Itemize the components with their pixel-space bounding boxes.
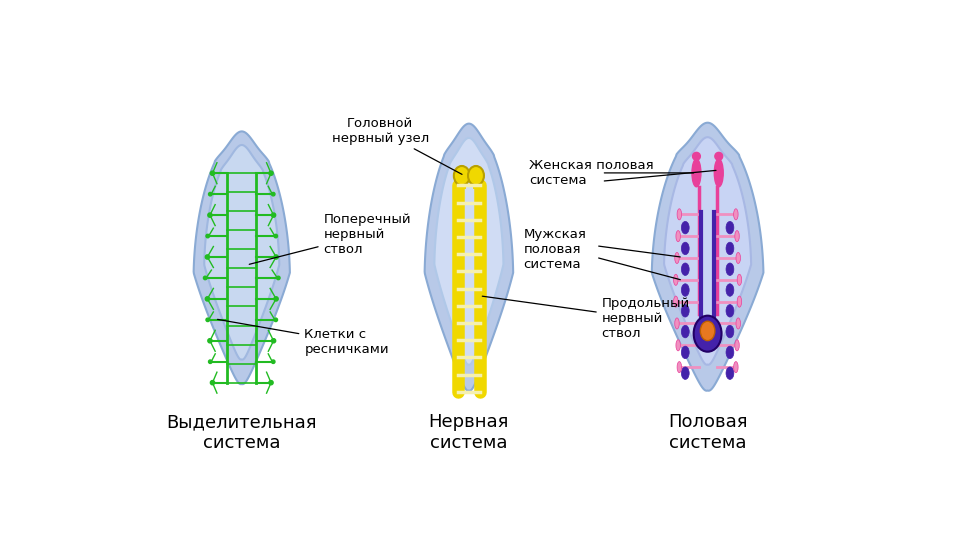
Ellipse shape (733, 209, 738, 220)
Ellipse shape (701, 321, 715, 341)
Circle shape (274, 255, 278, 259)
Circle shape (692, 152, 701, 160)
Ellipse shape (726, 367, 733, 380)
Ellipse shape (682, 242, 689, 255)
Ellipse shape (454, 166, 469, 185)
Polygon shape (434, 138, 503, 364)
Polygon shape (204, 145, 279, 360)
Ellipse shape (682, 326, 689, 338)
Ellipse shape (737, 296, 742, 307)
Text: Нервная
система: Нервная система (429, 414, 509, 453)
Ellipse shape (736, 252, 740, 264)
Circle shape (274, 297, 278, 301)
Ellipse shape (734, 231, 739, 242)
Ellipse shape (676, 340, 681, 351)
Ellipse shape (734, 340, 739, 351)
Polygon shape (652, 123, 763, 391)
Text: Выделительная
система: Выделительная система (166, 414, 317, 453)
Circle shape (274, 234, 277, 238)
Ellipse shape (737, 274, 742, 285)
Ellipse shape (674, 296, 678, 307)
Ellipse shape (726, 305, 733, 317)
Ellipse shape (726, 221, 733, 234)
Ellipse shape (676, 231, 681, 242)
Circle shape (206, 234, 209, 238)
Ellipse shape (682, 284, 689, 296)
Ellipse shape (682, 221, 689, 234)
Ellipse shape (736, 318, 740, 329)
Ellipse shape (692, 159, 701, 187)
Circle shape (210, 381, 215, 385)
Circle shape (206, 318, 209, 321)
Circle shape (276, 276, 280, 280)
Circle shape (207, 339, 212, 343)
Text: Женская половая
система: Женская половая система (529, 159, 654, 187)
Circle shape (204, 276, 207, 280)
Text: Продольный
нервный
ствол: Продольный нервный ствол (482, 296, 690, 340)
Text: Поперечный
нервный
ствол: Поперечный нервный ствол (250, 213, 411, 264)
Circle shape (205, 255, 209, 259)
Ellipse shape (682, 346, 689, 359)
Circle shape (272, 360, 275, 363)
Circle shape (272, 339, 276, 343)
Circle shape (208, 360, 212, 363)
Text: Мужская
половая
система: Мужская половая система (523, 228, 587, 271)
Ellipse shape (726, 326, 733, 338)
Ellipse shape (733, 362, 738, 373)
Ellipse shape (682, 367, 689, 380)
Ellipse shape (677, 362, 682, 373)
Circle shape (269, 381, 274, 385)
Text: Головной
нервный узел: Головной нервный узел (332, 117, 462, 174)
Ellipse shape (694, 316, 722, 352)
Ellipse shape (682, 305, 689, 317)
Circle shape (274, 318, 277, 321)
Ellipse shape (677, 209, 682, 220)
Ellipse shape (726, 284, 733, 296)
Circle shape (272, 192, 275, 196)
Circle shape (208, 192, 212, 196)
Text: Половая
система: Половая система (668, 414, 747, 453)
Circle shape (205, 297, 209, 301)
Ellipse shape (675, 318, 680, 329)
Polygon shape (664, 137, 751, 364)
Circle shape (715, 152, 723, 160)
Polygon shape (424, 124, 514, 391)
Polygon shape (194, 131, 290, 384)
Circle shape (269, 171, 274, 176)
Ellipse shape (726, 346, 733, 359)
Ellipse shape (726, 263, 733, 275)
Text: Клетки с
ресничками: Клетки с ресничками (218, 319, 389, 356)
Ellipse shape (726, 242, 733, 255)
Circle shape (207, 213, 212, 217)
Ellipse shape (714, 159, 723, 187)
Circle shape (272, 213, 276, 217)
Ellipse shape (682, 263, 689, 275)
Circle shape (210, 171, 215, 176)
Ellipse shape (675, 252, 680, 264)
Ellipse shape (468, 166, 484, 185)
Ellipse shape (674, 274, 678, 285)
